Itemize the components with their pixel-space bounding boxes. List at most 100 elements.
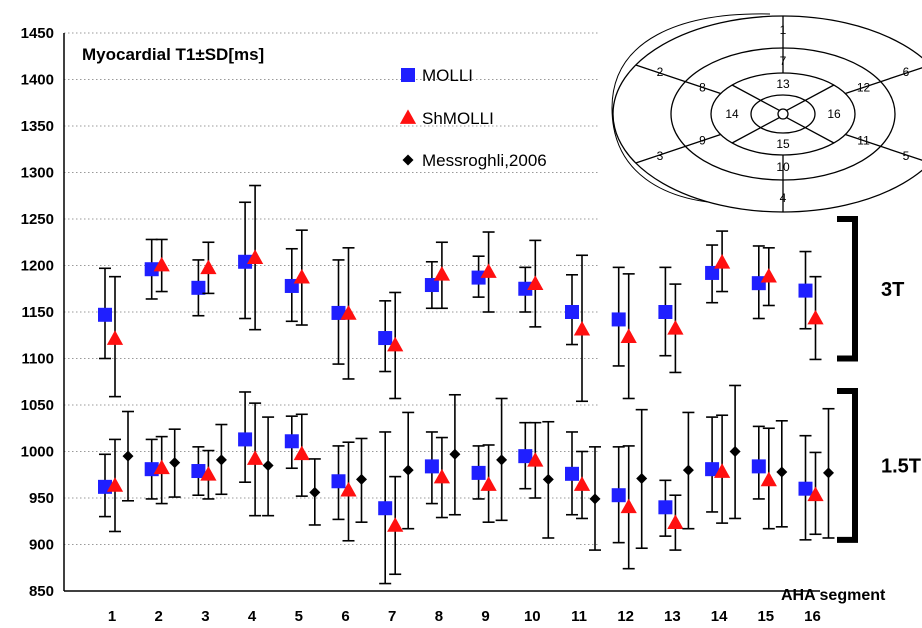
data-point	[480, 476, 497, 491]
segment-number: 1	[780, 23, 787, 37]
bracket-label: 3T	[881, 279, 904, 301]
data-point	[542, 473, 554, 485]
x-tick-label: 5	[295, 608, 303, 625]
segment-number: 13	[776, 77, 790, 91]
data-point	[238, 254, 253, 269]
data-point	[433, 468, 451, 484]
x-axis-label: AHA segment	[781, 587, 886, 604]
data-point	[620, 498, 637, 514]
legend-label: Messroghli,2006	[422, 151, 547, 170]
series-shmolli-3T	[106, 184, 824, 403]
data-point	[284, 434, 299, 449]
data-point	[589, 493, 601, 505]
data-point	[705, 265, 720, 280]
series-messroghli-2006-1-5T	[122, 384, 835, 551]
legend-marker	[402, 154, 414, 166]
data-point	[378, 501, 393, 516]
data-point	[658, 305, 673, 319]
data-point	[751, 459, 766, 474]
data-point	[713, 254, 731, 269]
data-point	[713, 463, 731, 478]
x-tick-label: 2	[155, 608, 163, 625]
bullseye-ring	[750, 94, 816, 134]
data-point	[191, 464, 206, 479]
segment-divider	[845, 133, 922, 161]
bracket-3T: 3T	[837, 216, 904, 362]
x-tick-label: 15	[757, 608, 774, 625]
x-tick-labels: 1 2 3 4 5 6 7 8 9 10 11 12 13 14 15 16	[108, 608, 821, 625]
x-tick-label: 9	[481, 608, 489, 625]
data-point	[153, 256, 170, 272]
segment-number: 11	[857, 134, 870, 148]
data-point	[776, 466, 788, 478]
x-tick-label: 6	[341, 608, 349, 625]
x-tick-label: 3	[201, 608, 209, 625]
data-point	[565, 466, 579, 481]
data-point	[527, 275, 544, 290]
data-point	[122, 450, 134, 462]
bracket-1-5T: 1.5T	[837, 388, 921, 543]
data-point	[106, 330, 124, 345]
segment-divider	[786, 84, 835, 112]
data-point	[153, 459, 170, 475]
legend: MOLLI ShMOLLI Messroghli,2006	[399, 66, 547, 170]
data-point	[636, 472, 648, 484]
data-point	[471, 270, 486, 285]
data-point	[667, 320, 684, 335]
segment-number: 9	[699, 134, 706, 148]
bracket-label: 1.5T	[881, 455, 921, 477]
chart-title: Myocardial T1±SD[ms]	[82, 45, 264, 64]
data-point	[449, 448, 461, 460]
data-point	[200, 259, 217, 275]
segment-number: 10	[776, 160, 790, 174]
data-point	[496, 454, 508, 466]
y-tick-label: 1200	[21, 258, 54, 275]
x-tick-label: 14	[711, 608, 728, 625]
data-point	[667, 514, 684, 529]
data-point	[387, 336, 404, 352]
data-point	[293, 268, 310, 284]
data-point	[387, 517, 404, 532]
y-tick-label: 850	[29, 583, 54, 600]
x-tick-label: 8	[435, 608, 443, 625]
y-tick-labels: 850 900 950 1000 1050 1100 1150 1200 1250 1300 135…	[21, 25, 54, 600]
data-point	[331, 305, 346, 320]
data-point	[215, 454, 227, 466]
data-point	[340, 305, 357, 320]
data-point	[798, 481, 813, 496]
data-point	[144, 262, 159, 277]
legend-label: MOLLI	[422, 66, 473, 85]
data-point	[331, 474, 346, 489]
segment-number: 16	[827, 107, 841, 121]
segment-number: 3	[657, 149, 664, 163]
data-point	[611, 312, 626, 327]
segment-number: 15	[776, 137, 790, 151]
data-point	[293, 445, 310, 461]
data-point	[823, 467, 834, 479]
data-point	[527, 452, 544, 467]
data-point	[402, 464, 414, 476]
segment-divider	[635, 64, 721, 95]
data-point	[611, 488, 626, 503]
data-point	[98, 307, 112, 322]
segment-number: 5	[903, 149, 910, 163]
left-ventricle-outline	[611, 13, 771, 205]
segment-number: 4	[780, 191, 787, 205]
data-point	[760, 267, 777, 283]
data-point	[262, 459, 274, 471]
x-tick-label: 10	[524, 608, 541, 625]
data-point	[573, 320, 591, 336]
data-point	[424, 459, 439, 474]
legend-marker	[401, 68, 415, 82]
data-point	[433, 266, 451, 281]
field-strength-brackets: 3T 1.5T	[837, 216, 921, 543]
y-tick-label: 1450	[21, 25, 54, 42]
data-point	[518, 281, 533, 296]
y-tick-label: 1300	[21, 165, 54, 182]
data-point	[573, 476, 591, 491]
data-point	[620, 328, 637, 343]
data-point	[480, 263, 497, 278]
data-point	[471, 465, 486, 480]
data-point	[238, 432, 253, 447]
